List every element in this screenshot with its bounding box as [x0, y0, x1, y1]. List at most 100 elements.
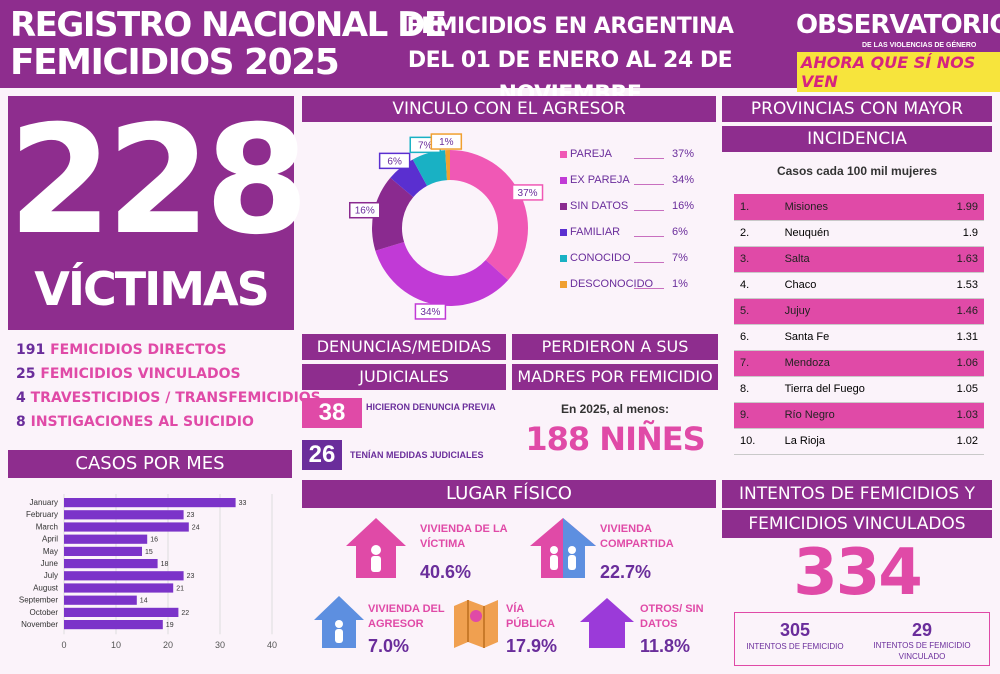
bar-value-label: 14: [140, 598, 148, 605]
provincias-table: 1. Misiones 1.99 2. Neuquén 1.9 3. Salta 1.63 4. C…: [734, 194, 984, 455]
denuncia-previa-count: 38: [302, 398, 362, 428]
madres-sub: En 2025, al menos:: [560, 402, 670, 416]
title-line-2: FEMICIDIOS 2025: [10, 42, 340, 83]
provincias-title-2: INCIDENCIA: [722, 126, 992, 152]
legend-leader-line: [634, 262, 664, 263]
donut-label-box: [349, 201, 381, 219]
intentos-b-label: INTENTOS DE FEMICIDIO VINCULADO: [873, 641, 971, 661]
donut-slice: [412, 150, 448, 186]
lugar-agresor-label: VIVIENDA DEL AGRESOR: [368, 603, 445, 630]
donut-pct-label: 34%: [420, 307, 440, 318]
month-bar: [64, 510, 184, 520]
intentos-a-count: 305: [779, 620, 811, 640]
denuncias-title-2: JUDICIALES: [302, 364, 506, 390]
provincia-name: La Rioja: [778, 428, 930, 455]
bar-value-label: 24: [192, 524, 200, 531]
lugar-victima-label: VIVIENDA DE LA VÍCTIMA: [420, 523, 508, 550]
provincia-row: 2. Neuquén 1.9: [734, 220, 984, 247]
casos-mes-title: CASOS POR MES: [8, 450, 292, 478]
intentos-a-label: INTENTOS DE FEMICIDIO: [746, 642, 844, 651]
legend-swatch: [560, 229, 567, 236]
bar-value-label: 16: [150, 537, 158, 544]
provincia-row: 10. La Rioja 1.02: [734, 428, 984, 455]
bar-value-label: 18: [161, 561, 169, 568]
stat-trans: 4 TRAVESTICIDIOS / TRANSFEMICIDIOS: [16, 390, 321, 406]
lugar-via-pct: 17.9%: [506, 636, 558, 656]
x-tick-label: 10: [111, 640, 121, 650]
y-tick-label: September: [19, 596, 58, 605]
legend-label: EX PAREJA: [570, 174, 630, 186]
donut-pct-label: 7%: [418, 140, 433, 151]
bar-value-label: 21: [176, 585, 184, 592]
provincia-name: Salta: [778, 246, 930, 273]
provincia-row: 1. Misiones 1.99: [734, 194, 984, 221]
provincia-value: 1.06: [929, 350, 984, 377]
lugar-agresor-pct: 7.0%: [368, 636, 410, 656]
medidas-count: 26: [302, 440, 342, 470]
subtitle-line-2: DEL 01 DE ENERO AL 24 DE NOVIEMBRE: [407, 48, 733, 107]
madres-title-1: PERDIERON A SUS: [512, 334, 718, 360]
lugar-compartida-pct: 22.7%: [600, 562, 652, 582]
logo-observatorio: OBSERVATORIO: [796, 10, 1000, 40]
provincia-value: 1.05: [929, 376, 984, 403]
legend-swatch: [560, 255, 567, 262]
bar-value-label: 33: [239, 500, 247, 507]
house-icon: [346, 518, 406, 578]
month-bar: [64, 595, 137, 605]
legend-label: CONOCIDO: [570, 252, 631, 264]
denuncia-previa-label: HICIERON DENUNCIA PREVIA: [366, 402, 496, 412]
donut-label-box: [430, 133, 463, 150]
legend-swatch: [560, 281, 567, 288]
provincia-row: 5. Jujuy 1.46: [734, 298, 984, 325]
shared-house-icon: [530, 518, 596, 578]
victims-label: VÍCTIMAS: [34, 262, 269, 316]
legend-leader-line: [634, 236, 664, 237]
month-bar: [64, 498, 236, 508]
legend-label: SIN DATOS: [570, 200, 629, 212]
vinculo-title: VINCULO CON EL AGRESOR: [302, 96, 716, 122]
donut-pct-label: 1%: [439, 137, 454, 148]
legend-item: SIN DATOS 16%: [560, 200, 710, 226]
legend-pct: 6%: [672, 226, 688, 238]
legend-item: DESCONOCIDO 1%: [560, 278, 710, 304]
provincia-value: 1.02: [929, 428, 984, 455]
intentos-title-2: FEMICIDIOS VINCULADOS: [722, 510, 992, 538]
intentos-breakdown-box: [734, 612, 990, 666]
y-tick-label: February: [26, 510, 58, 519]
x-tick-label: 40: [267, 640, 277, 650]
lugar-via-label: VÍA PÚBLICA: [506, 603, 555, 630]
donut-pct-label: 6%: [387, 156, 402, 167]
page-subtitle: FEMICIDIOS EN ARGENTINA DEL 01 DE ENERO …: [360, 10, 780, 112]
legend-label: DESCONOCIDO: [570, 278, 654, 290]
y-tick-label: May: [43, 547, 58, 556]
provincias-subtitle: Casos cada 100 mil mujeres: [776, 164, 938, 178]
subtitle-line-1: FEMICIDIOS EN ARGENTINA: [406, 14, 734, 39]
month-bar: [64, 534, 148, 544]
month-bar: [64, 559, 158, 569]
month-bar: [64, 546, 142, 556]
month-bar: [64, 620, 163, 630]
y-tick-label: April: [42, 535, 58, 544]
donut-slice: [450, 150, 528, 281]
lugar-compartida-label: VIVIENDA COMPARTIDA: [600, 523, 674, 550]
legend-pct: 16%: [672, 200, 695, 212]
legend-swatch: [560, 177, 567, 184]
legend-swatch: [560, 151, 567, 158]
provincia-name: Río Negro: [778, 402, 930, 429]
provincia-rank: 8.: [734, 376, 779, 403]
x-tick-label: 30: [215, 640, 225, 650]
y-tick-label: July: [44, 571, 58, 580]
bar-value-label: 23: [187, 573, 195, 580]
intentos-total: 334: [793, 536, 923, 610]
otros-house-icon: [580, 598, 634, 648]
provincia-value: 1.03: [929, 402, 984, 429]
bar-value-label: 19: [166, 622, 174, 629]
map-icon: [454, 600, 498, 648]
x-tick-label: 20: [163, 640, 173, 650]
legend-item: EX PAREJA 34%: [560, 174, 710, 200]
month-bar: [64, 522, 189, 532]
provincia-name: Misiones: [778, 194, 930, 221]
provincia-name: Tierra del Fuego: [778, 376, 930, 403]
legend-swatch: [560, 203, 567, 210]
x-tick-label: 0: [61, 640, 66, 650]
